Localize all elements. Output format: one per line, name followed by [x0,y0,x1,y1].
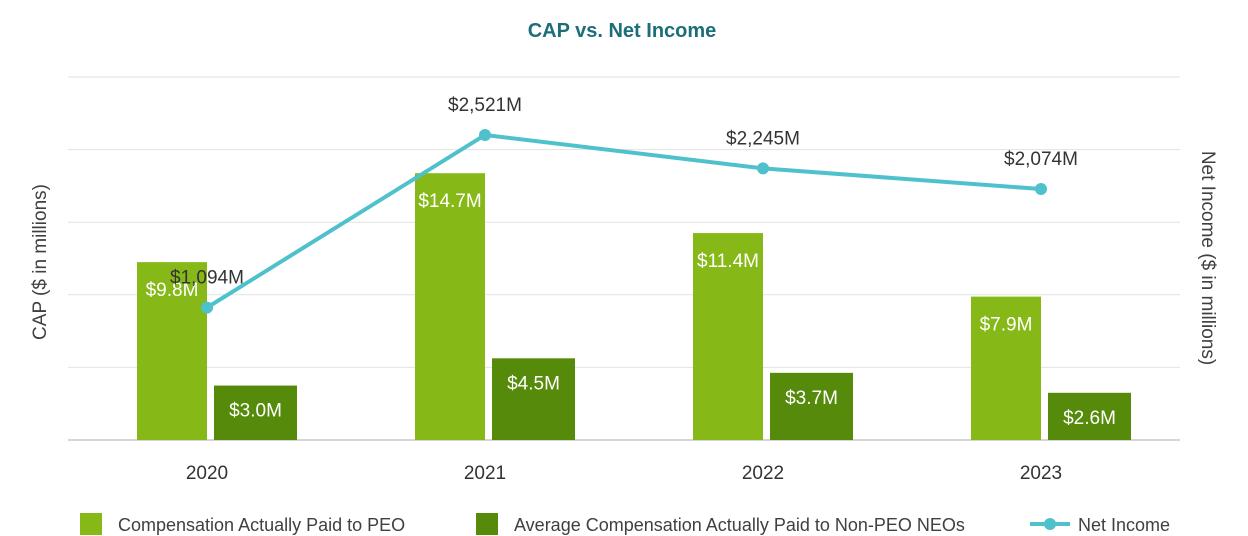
legend-label: Compensation Actually Paid to PEO [118,515,405,535]
legend-label: Average Compensation Actually Paid to No… [514,515,965,535]
x-tick-label: 2021 [464,463,506,484]
bars: $9.8M $14.7M $11.4M $7.9M $3.0M $4.5M $3.7M $2.… [137,173,1131,440]
bar-non-peo-2020 [214,385,297,440]
bar-value-label: $11.4M [697,251,759,272]
bar-value-label: $3.7M [785,388,838,409]
bar-value-label: $3.0M [229,401,282,422]
net-income-value-label: $1,094M [170,268,244,289]
net-income-value-label: $2,245M [726,128,800,149]
legend-swatch [476,513,498,535]
bar-peo-2021 [415,173,485,440]
net-income-point-2020 [201,301,213,314]
legend-item-3: Net Income [1030,515,1170,535]
bar-non-peo-2022 [770,372,853,440]
x-axis-ticks: 2020 2021 2022 2023 [186,463,1062,484]
bar-peo-2020 [137,262,207,440]
bar-non-peo-2023 [1048,392,1131,440]
net-income-line [205,132,1042,310]
y-axis-right-title: Net Income ($ in millions) [1197,151,1218,365]
chart-title: CAP vs. Net Income [528,20,717,42]
net-income-point-2023 [1035,183,1047,196]
bar-peo-2022 [693,233,763,440]
legend-item-1: Compensation Actually Paid to PEO [80,513,405,535]
legend-label: Net Income [1078,515,1170,535]
y-axis-left-title: CAP ($ in millions) [30,184,51,340]
x-tick-label: 2023 [1020,463,1062,484]
legend-swatch-marker [1044,518,1056,530]
bar-non-peo-2021 [492,358,575,440]
x-tick-label: 2020 [186,463,228,484]
bar-value-label: $14.7M [418,191,481,212]
legend-swatch [80,513,102,535]
legend: Compensation Actually Paid to PEO Average… [80,513,1170,535]
x-tick-label: 2022 [742,463,784,484]
net-income-value-label: $2,074M [1004,149,1078,170]
bar-value-label: $2.6M [1063,408,1116,429]
bar-value-label: $9.8M [146,280,199,301]
bar-value-label: $4.5M [507,373,560,394]
bar-peo-2023 [971,296,1041,440]
legend-item-2: Average Compensation Actually Paid to No… [476,513,965,535]
net-income-point-2022 [757,162,769,175]
bar-value-label: $7.9M [980,315,1033,336]
net-income-point-2021 [479,128,491,141]
net-income-value-label: $2,521M [448,95,522,116]
net-income-line-series: $1,094M $2,521M $2,245M $2,074M [170,95,1078,314]
